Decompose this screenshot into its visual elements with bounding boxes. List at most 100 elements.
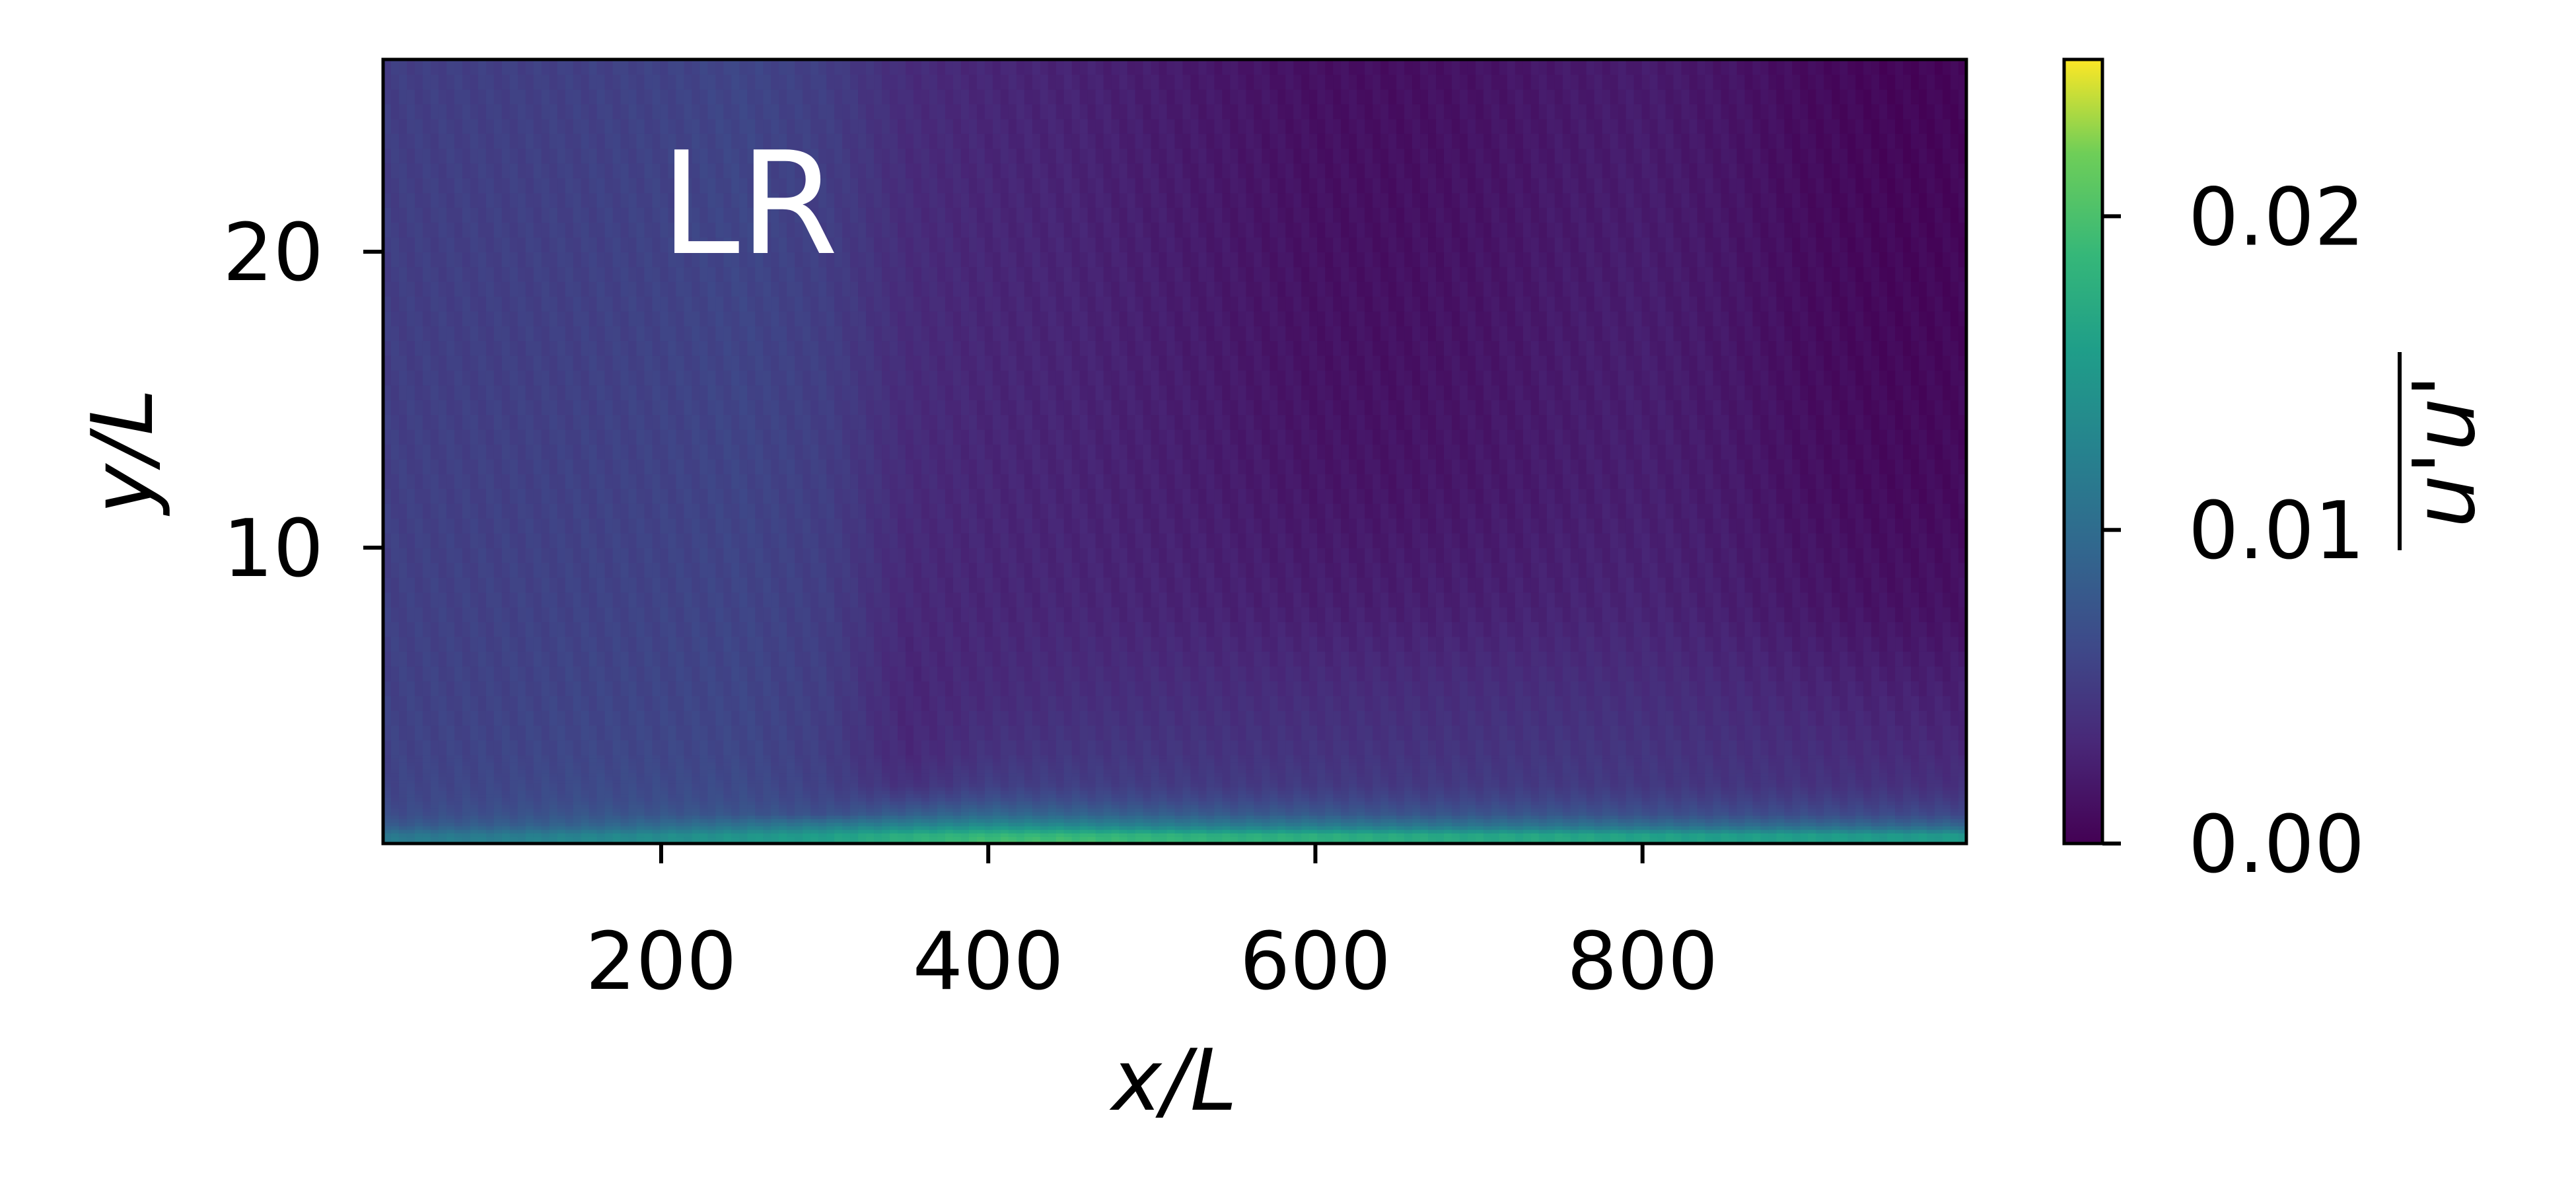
heatmap-cell: [1681, 762, 1690, 766]
heatmap-cell: [541, 769, 550, 774]
heatmap-cell: [1230, 836, 1239, 841]
heatmap-cell: [1705, 754, 1714, 759]
heatmap-cell: [850, 836, 859, 841]
heatmap-cell: [1903, 758, 1912, 763]
heatmap-cell: [1333, 762, 1342, 766]
heatmap-cell: [1824, 822, 1833, 826]
heatmap-cell: [1649, 826, 1659, 830]
heatmap-cell: [1943, 779, 1951, 784]
heatmap-cell: [747, 818, 756, 823]
heatmap-cell: [1649, 818, 1659, 823]
heatmap-cell: [984, 779, 993, 784]
heatmap-cell: [692, 815, 701, 820]
heatmap-cell: [1832, 815, 1841, 820]
heatmap-cell: [882, 754, 890, 759]
heatmap-cell: [470, 829, 479, 834]
heatmap-cell: [1927, 832, 1935, 838]
heatmap-cell: [1744, 758, 1754, 763]
heatmap-cell: [1879, 815, 1888, 820]
heatmap-cell: [1285, 758, 1295, 763]
heatmap-cell: [414, 797, 423, 802]
heatmap-cell: [1159, 815, 1168, 820]
heatmap-cell: [1483, 783, 1492, 787]
heatmap-cell: [1729, 758, 1738, 763]
heatmap-cell: [628, 754, 637, 759]
heatmap-cell: [763, 811, 772, 816]
heatmap-cell: [1538, 775, 1548, 781]
heatmap-cell: [1554, 772, 1563, 777]
heatmap-cell: [1475, 815, 1484, 820]
heatmap-cell: [1626, 808, 1635, 812]
heatmap-cell: [1705, 804, 1714, 809]
heatmap-cell: [414, 790, 423, 795]
heatmap-cell: [1792, 822, 1801, 826]
heatmap-cell: [787, 832, 796, 838]
heatmap-cell: [446, 787, 455, 791]
heatmap-cell: [1230, 758, 1239, 763]
heatmap-cell: [1277, 762, 1287, 766]
heatmap-cell: [1270, 829, 1279, 834]
heatmap-cell: [414, 775, 423, 781]
heatmap-cell: [1451, 762, 1460, 766]
heatmap-cell: [1729, 811, 1738, 816]
heatmap-cell: [1095, 779, 1104, 784]
heatmap-cell: [1776, 775, 1785, 781]
heatmap-cell: [906, 793, 914, 798]
heatmap-cell: [1293, 772, 1303, 777]
heatmap-cell: [1475, 758, 1484, 763]
heatmap-cell: [596, 765, 606, 770]
heatmap-cell: [1578, 832, 1587, 838]
heatmap-cell: [612, 815, 622, 820]
heatmap-cell: [984, 826, 993, 830]
heatmap-cell: [1024, 811, 1033, 816]
heatmap-cell: [1206, 811, 1215, 816]
heatmap-cell: [652, 829, 661, 834]
heatmap-cell: [731, 754, 740, 759]
heatmap-cell: [644, 772, 653, 777]
heatmap-cell: [1483, 804, 1492, 809]
heatmap-cell: [406, 797, 415, 802]
heatmap-cell: [1689, 804, 1698, 809]
heatmap-cell: [771, 793, 780, 798]
heatmap-cell: [1238, 790, 1247, 795]
heatmap-cell: [1784, 808, 1793, 812]
heatmap-cell: [1475, 769, 1484, 774]
heatmap-cell: [509, 790, 519, 795]
heatmap-cell: [1380, 797, 1389, 802]
heatmap-cell: [557, 772, 566, 777]
heatmap-cell: [525, 797, 534, 802]
heatmap-cell: [842, 818, 851, 823]
heatmap-cell: [541, 836, 550, 841]
heatmap-cell: [1127, 758, 1136, 763]
heatmap-cell: [1277, 765, 1287, 770]
heatmap-cell: [533, 811, 542, 816]
heatmap-cell: [493, 790, 503, 795]
heatmap-cell: [1436, 783, 1445, 787]
heatmap-cell: [1800, 772, 1809, 777]
heatmap-cell: [549, 836, 558, 841]
heatmap-cell: [1428, 815, 1437, 820]
heatmap-cell: [771, 829, 780, 834]
heatmap-cell: [874, 804, 882, 809]
heatmap-cell: [1808, 762, 1817, 766]
heatmap-cell: [992, 790, 1001, 795]
heatmap-cell: [1776, 826, 1785, 830]
heatmap-cell: [1721, 772, 1730, 777]
heatmap-cell: [882, 772, 890, 777]
heatmap-cell: [573, 765, 582, 770]
heatmap-cell: [1277, 754, 1287, 759]
heatmap-cell: [1768, 829, 1777, 834]
heatmap-cell: [1491, 801, 1500, 805]
heatmap-cell: [1840, 793, 1849, 798]
heatmap-cell: [842, 797, 851, 802]
heatmap-cell: [1365, 762, 1373, 766]
heatmap-cell: [1871, 779, 1880, 784]
heatmap-cell: [945, 762, 954, 766]
heatmap-cell: [1016, 769, 1025, 774]
heatmap-cell: [1024, 840, 1033, 844]
heatmap-cell: [1895, 790, 1904, 795]
heatmap-cell: [383, 775, 392, 781]
heatmap-cell: [747, 811, 756, 816]
heatmap-cell: [1000, 793, 1009, 798]
heatmap-cell: [644, 775, 653, 781]
